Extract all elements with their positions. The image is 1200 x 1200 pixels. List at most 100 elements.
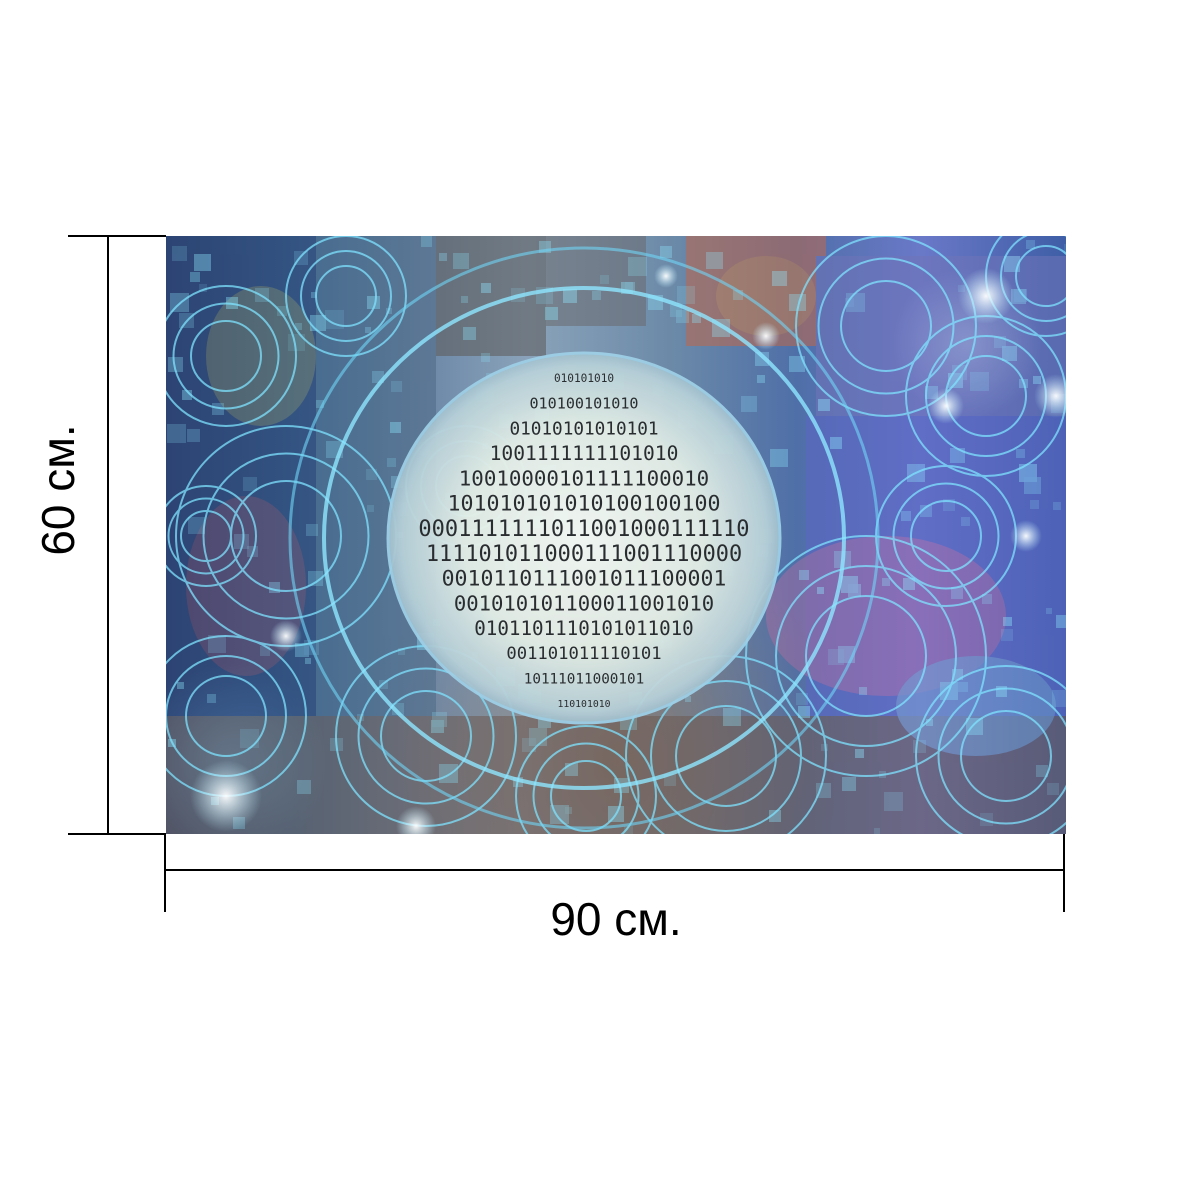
pixel-block [199, 284, 207, 292]
ring [960, 710, 1052, 802]
pixel-block [463, 327, 476, 340]
pixel-block [421, 236, 432, 247]
pixel-block [741, 396, 757, 412]
pixel-block [295, 643, 309, 657]
ring [650, 680, 802, 832]
pixel-block [1004, 256, 1020, 272]
pixel-block [207, 694, 216, 703]
height-dimension-line [107, 236, 109, 834]
ring [190, 320, 262, 392]
pixel-block [563, 289, 577, 303]
pixel-block [913, 740, 926, 753]
pixel-block [269, 582, 280, 593]
pixel-block [970, 372, 989, 391]
ring [550, 760, 622, 832]
pixel-block [723, 708, 741, 726]
ring [1015, 245, 1066, 307]
binary-row: 010101010 [554, 372, 614, 385]
pixel-block [190, 272, 200, 282]
pixel-block [432, 712, 447, 727]
pixel-block [1026, 240, 1035, 249]
pixel-block [240, 729, 259, 748]
pixel-block [769, 810, 781, 822]
pixel-block [859, 687, 867, 695]
pixel-block [187, 429, 200, 442]
pixel-block [1052, 690, 1066, 707]
pixel-block [260, 646, 270, 656]
binary-row: 111101011000111001110000 [426, 542, 742, 567]
pixel-block [172, 246, 187, 261]
pixel-block [565, 807, 572, 814]
pixel-block [789, 294, 806, 311]
pixel-block [600, 275, 609, 284]
binary-row: 01010101010101 [509, 419, 658, 439]
ring [285, 236, 407, 357]
pixel-block [816, 783, 831, 798]
pixel-block [234, 534, 249, 549]
pixel-block [1001, 629, 1013, 641]
pixel-block [798, 706, 810, 718]
binary-row: 0101101110101011010 [474, 617, 694, 640]
pixel-block [884, 792, 903, 811]
ring [300, 250, 392, 342]
ring [840, 280, 932, 372]
pixel-block [848, 584, 861, 597]
pixel-block [926, 719, 933, 726]
pixel-block [692, 314, 701, 323]
pixel-block [625, 282, 635, 292]
pixel-block [288, 334, 305, 351]
pixel-block [439, 253, 447, 261]
pixel-block [311, 292, 317, 298]
pixel-block [387, 458, 396, 467]
pixel-block [961, 517, 970, 526]
pixel-block [177, 682, 184, 689]
light-flare [270, 620, 302, 652]
binary-row: 0001111111011001000111110 [418, 517, 749, 542]
pixel-block [592, 291, 601, 300]
pixel-block [951, 587, 963, 599]
pixel-block [208, 635, 226, 653]
pixel-block [842, 777, 856, 791]
pixel-block [874, 828, 880, 834]
pixel-block [1003, 617, 1012, 626]
ring [167, 497, 245, 575]
pixel-block [243, 477, 257, 491]
light-flare [1010, 520, 1042, 552]
pixel-block [1046, 608, 1052, 614]
height-label: 60 см. [32, 424, 84, 556]
pixel-block [789, 356, 805, 372]
pixel-block [828, 649, 844, 665]
ring [937, 687, 1066, 825]
width-dimension-line [166, 869, 1064, 871]
pixel-block [390, 422, 401, 433]
binary-row: 010100101010 [529, 395, 638, 413]
light-flare [928, 388, 964, 424]
pixel-block [676, 310, 689, 323]
pixel-block [821, 744, 828, 751]
pixel-block [920, 505, 932, 517]
pixel-block [830, 437, 842, 449]
pixel-block [365, 327, 371, 333]
light-flare [958, 268, 1014, 324]
pixel-block [952, 669, 963, 680]
pixel-block [1024, 477, 1041, 494]
pixel-block [982, 594, 992, 604]
pixel-block [1053, 502, 1061, 510]
binary-row: 001101011110101 [506, 644, 661, 664]
pixel-block [308, 571, 323, 586]
ring [185, 675, 267, 757]
width-label: 90 см. [550, 893, 682, 945]
pixel-block [1002, 346, 1017, 361]
pixel-block [247, 546, 258, 557]
pixel-block [901, 511, 911, 521]
ring [745, 535, 987, 777]
pixel-block [670, 305, 682, 317]
pixel-block [755, 352, 769, 366]
pixel-block [770, 449, 788, 467]
ring [315, 265, 377, 327]
pixel-block [958, 682, 968, 692]
ring [166, 485, 257, 587]
binary-row: 001010101100011001010 [454, 591, 714, 615]
pixel-block [966, 718, 983, 735]
binary-row: 10010000101111100010 [459, 466, 709, 490]
